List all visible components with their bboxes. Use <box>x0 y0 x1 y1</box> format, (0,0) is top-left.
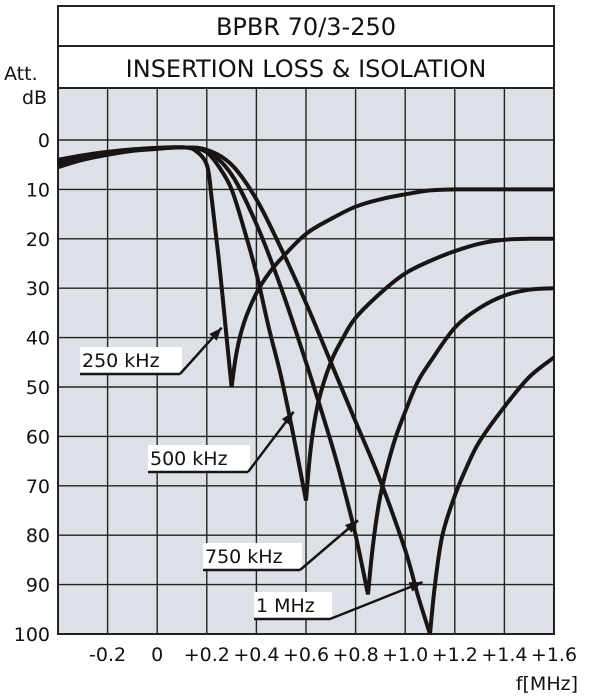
callout-label-250-khz: 250 kHz <box>82 350 160 372</box>
title-box <box>57 5 555 47</box>
callout-bg-250-khz <box>80 347 182 373</box>
y-tick-label: 40 <box>26 328 50 350</box>
x-tick-label: +0.4 <box>233 644 279 666</box>
series-250-khz-isolation-line <box>229 187 554 388</box>
y-tick-label: 90 <box>26 575 50 597</box>
series-1-mhz-insertion-loss-line <box>58 145 432 634</box>
callouts: 250 kHz 500 kHz 750 kHz 1 MHz <box>80 326 424 621</box>
y-tick-label: 50 <box>26 377 50 399</box>
callout-bg-1-mhz <box>254 592 332 618</box>
x-tick-label: +1.2 <box>432 644 478 666</box>
y-axis-label-db: dB <box>22 87 47 109</box>
y-tick-labels: 0 10 20 30 40 50 60 70 80 90 100 <box>14 130 50 646</box>
series-750-khz-isolation-line <box>366 286 554 595</box>
callout-arrowhead-1-mhz <box>408 582 423 592</box>
y-tick-label: 10 <box>26 179 50 201</box>
y-tick-label: 20 <box>26 229 50 251</box>
y-tick-label: 70 <box>26 476 50 498</box>
y-tick-label: 30 <box>26 278 50 300</box>
callout-bg-500-khz <box>148 445 250 471</box>
x-tick-label: +1.4 <box>481 644 527 666</box>
callout-label-1-mhz: 1 MHz <box>256 595 315 617</box>
callout-label-500-khz: 500 kHz <box>150 448 228 470</box>
curves <box>58 145 554 634</box>
x-tick-label: +0.2 <box>184 644 230 666</box>
series-1-mhz-isolation-line <box>428 355 554 634</box>
chart-subtitle: INSERTION LOSS & ISOLATION <box>126 55 487 83</box>
x-tick-label: +0.6 <box>283 644 329 666</box>
x-tick-label: +1.0 <box>382 644 428 666</box>
callout-label-750-khz: 750 kHz <box>205 546 283 568</box>
callout-arrowhead-250-khz <box>209 327 222 341</box>
chart-title: BPBR 70/3-250 <box>216 13 396 41</box>
y-tick-label: 60 <box>26 426 50 448</box>
callout-leader-1-mhz <box>329 580 424 621</box>
x-tick-labels: -0.2 0 +0.2 +0.4 +0.6 +0.8 +1.0 +1.2 +1.4 +1.6 <box>89 644 577 666</box>
y-axis-label-att: Att. <box>4 63 38 85</box>
x-axis-label: f[MHz] <box>516 673 578 695</box>
subtitle-box <box>57 45 555 89</box>
y-tick-label: 0 <box>38 130 50 152</box>
callout-arrowhead-750-khz <box>344 520 359 533</box>
x-tick-label: +0.8 <box>333 644 379 666</box>
callout-arrowhead-500-khz <box>281 411 294 426</box>
x-tick-label: -0.2 <box>89 644 126 666</box>
callout-bg-750-khz <box>203 543 302 569</box>
y-tick-label: 80 <box>26 525 50 547</box>
y-tick-label: 100 <box>14 624 50 646</box>
x-tick-label: +1.6 <box>531 644 577 666</box>
x-tick-label: 0 <box>151 644 163 666</box>
